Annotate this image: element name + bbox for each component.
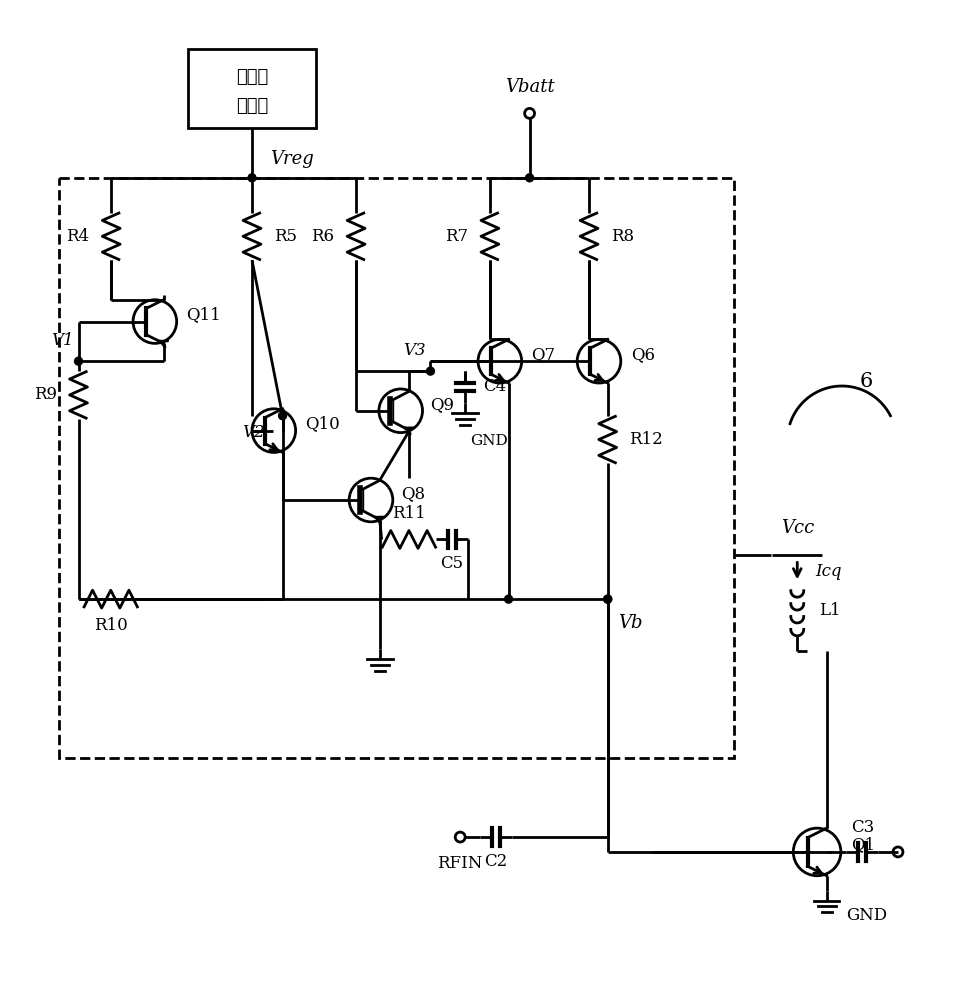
Text: R9: R9: [34, 386, 57, 403]
Text: R8: R8: [611, 228, 634, 245]
Circle shape: [427, 367, 434, 375]
Text: R11: R11: [392, 505, 426, 522]
Text: 电源控: 电源控: [235, 68, 268, 86]
Text: Vbatt: Vbatt: [505, 78, 555, 96]
Text: Q10: Q10: [306, 416, 341, 433]
Text: R4: R4: [67, 228, 90, 245]
Circle shape: [74, 357, 82, 365]
Text: Icq: Icq: [815, 563, 841, 580]
Text: GND: GND: [846, 907, 888, 924]
Text: Q8: Q8: [400, 485, 425, 502]
Circle shape: [604, 595, 612, 603]
Text: R5: R5: [274, 228, 297, 245]
Circle shape: [505, 595, 512, 603]
Text: GND: GND: [470, 434, 508, 448]
Text: 6: 6: [860, 372, 873, 391]
Text: V1: V1: [51, 332, 73, 349]
Text: C2: C2: [484, 853, 508, 870]
Text: C4: C4: [483, 378, 507, 395]
Text: Q11: Q11: [186, 307, 221, 324]
Text: 制芯片: 制芯片: [235, 97, 268, 115]
Text: Q9: Q9: [430, 396, 455, 413]
Circle shape: [279, 412, 287, 420]
Circle shape: [248, 174, 256, 182]
Text: R10: R10: [94, 617, 127, 634]
Text: Q1: Q1: [851, 836, 875, 853]
Text: R12: R12: [629, 431, 663, 448]
Text: Q7: Q7: [532, 346, 556, 363]
Text: R7: R7: [445, 228, 468, 245]
Text: R6: R6: [312, 228, 334, 245]
Circle shape: [526, 174, 534, 182]
Text: V2: V2: [242, 424, 264, 441]
Text: L1: L1: [819, 602, 841, 619]
Text: Vb: Vb: [618, 614, 642, 632]
Circle shape: [604, 595, 612, 603]
Text: C5: C5: [440, 555, 463, 572]
Text: RFIN: RFIN: [437, 855, 482, 872]
Text: Vcc: Vcc: [781, 519, 813, 537]
Text: V3: V3: [402, 342, 426, 359]
Text: C3: C3: [851, 819, 874, 836]
Text: Q6: Q6: [631, 346, 654, 363]
Text: Vreg: Vreg: [270, 150, 314, 168]
